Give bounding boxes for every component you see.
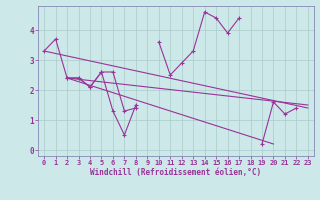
X-axis label: Windchill (Refroidissement éolien,°C): Windchill (Refroidissement éolien,°C) [91,168,261,177]
